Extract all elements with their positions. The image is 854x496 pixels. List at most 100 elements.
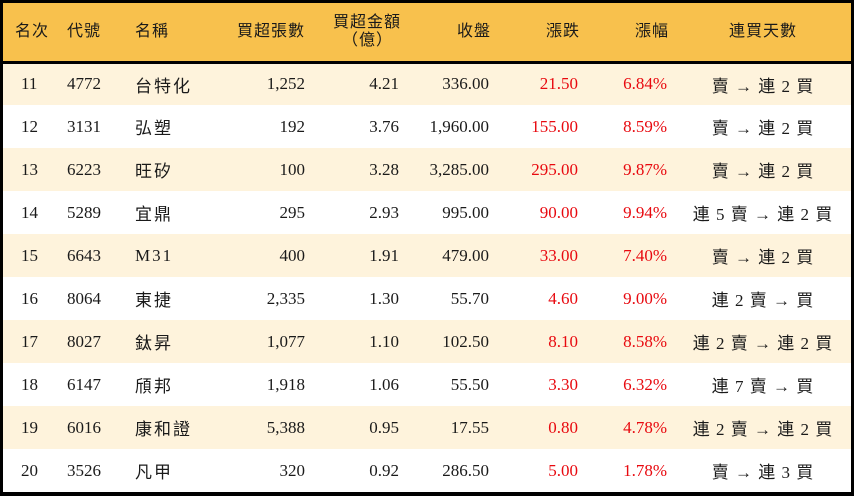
table-row: 13 6223 旺矽 100 3.28 3,285.00 295.00 9.87… (3, 148, 851, 191)
cell-net-buy-amount: 1.30 (369, 288, 399, 308)
cell-consecutive-buy-days: 賣 → 連 2 買 (711, 119, 815, 138)
cell-net-buy-lots: 1,918 (266, 374, 305, 394)
cell-change-pct: 1.78% (623, 460, 667, 480)
cell-change-pct: 9.00% (623, 288, 667, 308)
cell-net-buy-lots: 320 (279, 460, 306, 480)
cell-rank: 15 (21, 245, 38, 265)
table-row: 18 6147 頎邦 1,918 1.06 55.50 3.30 6.32% 連… (3, 363, 851, 406)
header-name: 名稱 (129, 3, 209, 64)
cell-name: 東捷 (135, 291, 173, 310)
cell-close: 1,960.00 (429, 116, 490, 136)
cell-consecutive-buy-days: 連 2 賣 → 買 (711, 291, 815, 310)
cell-close: 336.00 (442, 74, 489, 94)
table-row: 16 8064 東捷 2,335 1.30 55.70 4.60 9.00% 連… (3, 277, 851, 320)
header-net-buy-amount-line1: 買超金額 (332, 13, 401, 31)
header-consecutive-buy-days: 連買天數 (675, 3, 851, 64)
cell-name: 旺矽 (135, 162, 173, 181)
cell-close: 286.50 (442, 460, 489, 480)
table-header: 名次 代號 名稱 買超張數 買超金額 （億） 收盤 漲跌 漲幅 連買天數 (3, 3, 851, 64)
header-net-buy-amount: 買超金額 （億） (305, 3, 407, 64)
cell-consecutive-buy-days: 連 7 賣 → 買 (711, 377, 815, 396)
cell-close: 102.50 (442, 331, 489, 351)
table-row: 11 4772 台特化 1,252 4.21 336.00 21.50 6.84… (3, 62, 851, 105)
cell-net-buy-amount: 3.76 (369, 116, 399, 136)
cell-change: 5.00 (548, 460, 578, 480)
cell-net-buy-lots: 400 (279, 245, 306, 265)
cell-close: 55.70 (450, 288, 489, 308)
cell-name: 鈦昇 (135, 334, 173, 353)
table-row: 20 3526 凡甲 320 0.92 286.50 5.00 1.78% 賣 … (3, 449, 851, 492)
cell-consecutive-buy-days: 賣 → 連 2 買 (711, 76, 815, 96)
header-net-buy-amount-line2: （億） (341, 31, 393, 49)
cell-consecutive-buy-days: 連 2 賣 → 連 2 買 (692, 420, 834, 439)
cell-rank: 19 (21, 417, 38, 437)
cell-change-pct: 9.87% (623, 159, 667, 179)
cell-change-pct: 8.58% (623, 331, 667, 351)
cell-consecutive-buy-days: 賣 → 連 3 買 (711, 463, 815, 482)
cell-net-buy-lots: 192 (279, 116, 306, 136)
cell-close: 995.00 (442, 202, 489, 222)
cell-code: 3131 (67, 116, 101, 136)
cell-code: 8027 (67, 331, 101, 351)
cell-change: 0.80 (548, 417, 578, 437)
cell-change: 4.60 (548, 288, 578, 308)
cell-change: 155.00 (531, 116, 578, 136)
cell-name: 宜鼎 (135, 205, 173, 224)
table-row: 12 3131 弘塑 192 3.76 1,960.00 155.00 8.59… (3, 105, 851, 148)
cell-net-buy-lots: 5,388 (266, 417, 305, 437)
cell-close: 55.50 (450, 374, 489, 394)
cell-change: 21.50 (539, 74, 578, 94)
cell-code: 6016 (67, 417, 101, 437)
header-close: 收盤 (407, 3, 497, 64)
table-row: 17 8027 鈦昇 1,077 1.10 102.50 8.10 8.58% … (3, 320, 851, 363)
net-buy-ranking-table: 名次 代號 名稱 買超張數 買超金額 （億） 收盤 漲跌 漲幅 連買天數 11 … (3, 3, 851, 492)
cell-net-buy-amount: 0.95 (369, 417, 399, 437)
cell-net-buy-amount: 4.21 (369, 74, 399, 94)
cell-change: 33.00 (539, 245, 578, 265)
cell-change-pct: 8.59% (623, 116, 667, 136)
cell-net-buy-amount: 2.93 (369, 202, 399, 222)
cell-code: 3526 (67, 460, 101, 480)
cell-consecutive-buy-days: 賣 → 連 2 買 (711, 248, 815, 267)
cell-change-pct: 6.32% (623, 374, 667, 394)
cell-rank: 18 (21, 374, 38, 394)
cell-code: 6147 (67, 374, 101, 394)
cell-change: 8.10 (548, 331, 578, 351)
cell-rank: 13 (21, 159, 38, 179)
cell-net-buy-lots: 1,252 (266, 74, 305, 94)
cell-name: M31 (135, 245, 174, 265)
cell-change-pct: 6.84% (623, 74, 667, 94)
cell-consecutive-buy-days: 連 2 賣 → 連 2 買 (692, 334, 834, 353)
cell-net-buy-amount: 1.06 (369, 374, 399, 394)
cell-change: 295.00 (531, 159, 578, 179)
cell-name: 台特化 (135, 76, 192, 96)
cell-code: 4772 (67, 74, 101, 94)
cell-net-buy-lots: 295 (279, 202, 306, 222)
cell-rank: 17 (21, 331, 38, 351)
cell-name: 頎邦 (135, 377, 173, 396)
cell-net-buy-lots: 2,335 (266, 288, 305, 308)
table-row: 14 5289 宜鼎 295 2.93 995.00 90.00 9.94% 連… (3, 191, 851, 234)
cell-rank: 12 (21, 116, 38, 136)
cell-close: 479.00 (442, 245, 489, 265)
cell-code: 6643 (67, 245, 101, 265)
cell-name: 康和證 (135, 420, 192, 439)
cell-rank: 20 (21, 460, 38, 480)
cell-net-buy-amount: 1.91 (369, 245, 399, 265)
header-change: 漲跌 (497, 3, 586, 64)
cell-rank: 14 (21, 202, 38, 222)
cell-rank: 16 (21, 288, 38, 308)
cell-net-buy-amount: 3.28 (369, 159, 399, 179)
cell-consecutive-buy-days: 連 5 賣 → 連 2 買 (692, 205, 834, 224)
table-body: 11 4772 台特化 1,252 4.21 336.00 21.50 6.84… (3, 62, 851, 492)
cell-code: 5289 (67, 202, 101, 222)
cell-change-pct: 9.94% (623, 202, 667, 222)
cell-net-buy-amount: 1.10 (369, 331, 399, 351)
table-row: 15 6643 M31 400 1.91 479.00 33.00 7.40% … (3, 234, 851, 277)
header-code: 代號 (61, 3, 129, 64)
cell-name: 凡甲 (135, 463, 173, 482)
cell-net-buy-lots: 100 (279, 159, 306, 179)
cell-name: 弘塑 (135, 119, 173, 138)
cell-change-pct: 7.40% (623, 245, 667, 265)
